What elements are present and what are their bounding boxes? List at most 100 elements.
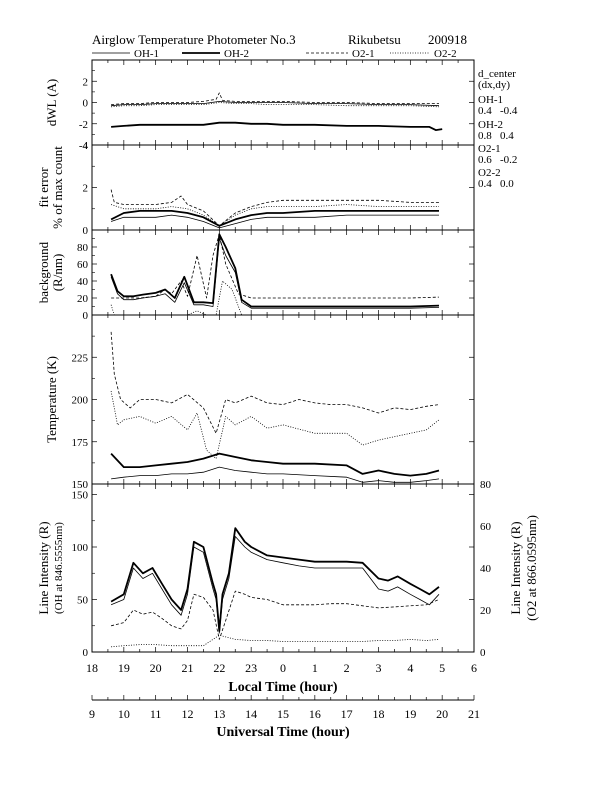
universal-time-tick-label: 15	[277, 707, 289, 721]
series-line-o2-2	[110, 391, 440, 460]
d-center-name-o22: O2-2	[478, 167, 501, 179]
local-time-tick-label: 3	[376, 661, 382, 675]
y-tick-label: 50	[77, 595, 89, 607]
y-tick-label: 40	[77, 276, 89, 288]
series-group	[110, 233, 440, 315]
universal-time-tick-label: 13	[213, 707, 225, 721]
legend-label-oh1: OH-1	[134, 48, 159, 60]
series-line-oh-1	[111, 466, 440, 483]
panel-0: -4 -2 0 2 dWL (A)	[44, 59, 475, 152]
local-time-tick-label: 23	[245, 661, 257, 675]
universal-time-tick-label: 19	[404, 707, 416, 721]
universal-time-tick-label: 10	[118, 707, 130, 721]
y-tick-label: 200	[72, 395, 89, 407]
d-center-name-oh2: OH-2	[478, 119, 503, 131]
series-line-oh-2	[110, 527, 440, 632]
y-tick-label: -2	[79, 119, 88, 131]
universal-time-tick-label: 14	[245, 707, 257, 721]
y-axis-label: Temperature (K)	[44, 356, 59, 443]
universal-time-tick-label: 18	[373, 707, 385, 721]
series-line-o2-1	[111, 590, 440, 640]
y2-tick-label: 60	[480, 521, 492, 533]
panel-2: 0 20 40 60 80 background (R/nm)	[36, 229, 475, 322]
d-center-values-oh1: 0.4 -0.4	[478, 105, 518, 117]
panel-3: 150 175 200 225 Temperature (K)	[44, 314, 475, 491]
y-tick-label: 20	[77, 293, 89, 305]
y2-tick-label: 80	[480, 479, 492, 491]
y-tick-label: 2	[83, 76, 89, 88]
y-tick-label: -4	[79, 140, 89, 152]
y2-tick-label: 20	[480, 605, 492, 617]
y2-tick-label: 40	[480, 563, 492, 575]
local-time-tick-label: 18	[86, 661, 98, 675]
y-axis-label: dWL (A)	[44, 79, 59, 127]
local-time-tick-label: 2	[344, 661, 350, 675]
y-axis-label-2: (OH at 846.5555nm)	[53, 522, 65, 614]
panel-frame	[91, 483, 475, 653]
series-line-oh-1	[110, 214, 439, 229]
series-line-oh-1	[111, 101, 440, 107]
legend: OH-1 OH-2 O2-1 O2-2	[92, 48, 457, 60]
y-tick-label: 4	[83, 140, 89, 152]
y-axis-label: background	[36, 241, 51, 303]
series-line-oh-2	[110, 209, 439, 227]
local-time-tick-label: 20	[150, 661, 162, 675]
d-center-name-oh1: OH-1	[478, 94, 503, 106]
d-center-values-o21: 0.6 -0.2	[478, 154, 517, 166]
local-time-label: Local Time (hour)	[228, 680, 337, 695]
universal-time-tick-label: 12	[182, 707, 194, 721]
d-center-title: d_center	[478, 68, 516, 80]
y-tick-label: 0	[83, 310, 89, 322]
y-tick-label: 175	[72, 437, 89, 449]
y2-axis-label-2: (O2 at 866.0595nm)	[524, 515, 539, 621]
universal-time-tick-label: 21	[468, 707, 480, 721]
series-line-oh-2	[111, 121, 443, 132]
y-tick-label: 150	[72, 490, 89, 502]
d-center-values-o22: 0.4 0.0	[478, 178, 514, 190]
y-tick-label: 0	[83, 98, 89, 110]
y-axis-label-2: (R/nm)	[50, 254, 65, 292]
local-time-tick-label: 1	[312, 661, 318, 675]
y2-tick-label: 0	[480, 647, 486, 659]
series-line-oh-2	[110, 452, 440, 477]
legend-label-o22: O2-2	[434, 48, 457, 60]
d-center-block: d_center (dx,dy) OH-1 0.4 -0.4 OH-2 0.8 …	[478, 68, 518, 190]
time-axes: 18 19 20 21 22 23 0 1 2 3 4 5 69 10 11 12 13 14 15 16 17 18 19…	[86, 661, 480, 721]
series-line-o2-1	[110, 189, 439, 227]
y-tick-label: 225	[72, 352, 89, 364]
universal-time-tick-label: 17	[341, 707, 353, 721]
local-time-tick-label: 5	[439, 661, 445, 675]
universal-time-tick-label: 16	[309, 707, 321, 721]
figure-title: Airglow Temperature Photometer No.3	[92, 32, 296, 47]
panel-frame	[91, 229, 475, 316]
d-center-name-o21: O2-1	[478, 143, 501, 155]
series-line-o2-2	[111, 634, 440, 648]
universal-time-label: Universal Time (hour)	[216, 725, 350, 740]
universal-time-tick-label: 20	[436, 707, 448, 721]
y-axis-label: fit error	[36, 167, 51, 208]
local-time-tick-label: 4	[407, 661, 413, 675]
local-time-tick-label: 19	[118, 661, 130, 675]
series-line-o2-1	[110, 331, 440, 434]
series-group	[110, 189, 439, 229]
series-group	[110, 331, 440, 483]
y-tick-label: 60	[77, 259, 89, 271]
y-tick-label: 2	[83, 183, 89, 195]
series-group	[111, 92, 443, 132]
d-center-values-oh2: 0.8 0.4	[478, 130, 514, 142]
panel-frame	[91, 314, 475, 485]
series-line-o2-2	[110, 204, 439, 227]
figure-date: 200918	[428, 32, 467, 47]
series-line-oh-1	[110, 536, 440, 634]
local-time-tick-label: 22	[213, 661, 225, 675]
y-tick-label: 0	[83, 225, 89, 237]
y-tick-label: 150	[72, 479, 89, 491]
series-line-oh-2	[110, 233, 440, 308]
local-time-tick-label: 6	[471, 661, 477, 675]
y-tick-label: 80	[77, 242, 89, 254]
universal-time-tick-label: 11	[150, 707, 162, 721]
series-group	[110, 527, 440, 648]
